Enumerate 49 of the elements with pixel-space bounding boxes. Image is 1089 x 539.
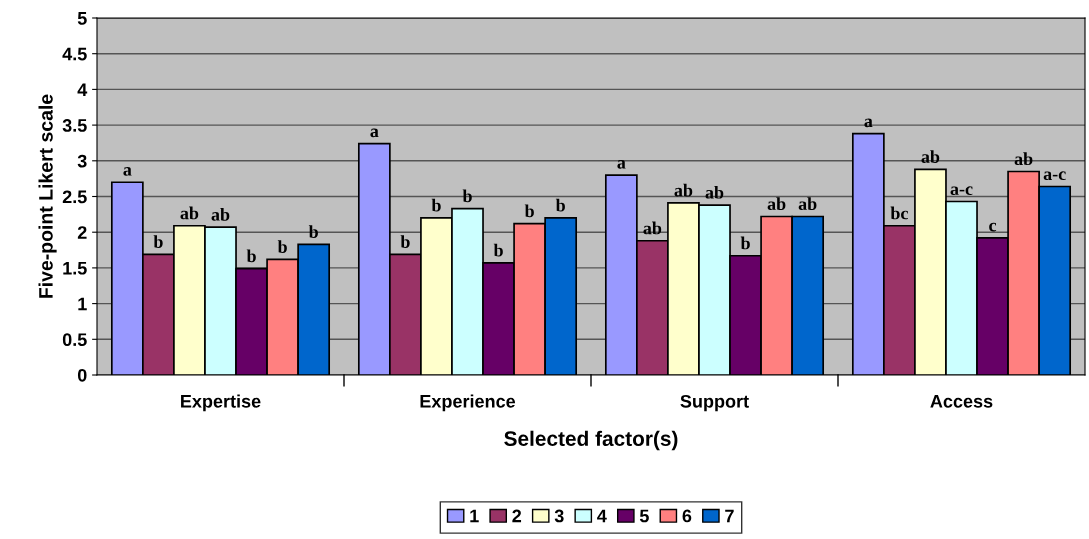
- data-label: b: [555, 198, 565, 212]
- y-tick-label: 2.5: [62, 190, 87, 204]
- data-label: a: [123, 167, 132, 176]
- data-label: bc: [890, 206, 908, 220]
- y-tick-label: 1: [78, 297, 87, 311]
- y-tick-label: 0.5: [62, 333, 87, 347]
- y-tick-label: 3: [77, 154, 87, 168]
- data-label: ab: [180, 206, 199, 220]
- legend-label: 2: [512, 509, 522, 523]
- data-label: a: [864, 118, 873, 128]
- data-label: ab: [674, 183, 693, 197]
- data-label: ab: [211, 208, 230, 221]
- y-tick-label: 3.5: [62, 119, 87, 132]
- data-label: b: [740, 236, 750, 250]
- x-tick-label: Expertise: [181, 394, 261, 412]
- y-axis-title: Five-point Likert scale: [38, 94, 57, 298]
- data-label: ab: [921, 150, 940, 163]
- data-label: b: [277, 240, 287, 253]
- x-tick-label: Experience: [420, 394, 516, 412]
- x-tick-label: Access: [930, 395, 993, 408]
- data-label: b: [246, 249, 256, 263]
- data-label: ab: [798, 197, 817, 211]
- legend-label: 7: [725, 509, 734, 523]
- data-label: ab: [705, 185, 724, 199]
- y-tick-label: 2: [77, 226, 87, 239]
- data-label: a: [617, 159, 626, 169]
- y-tick-label: 4: [77, 83, 88, 96]
- data-label: ab: [767, 197, 786, 211]
- data-label: a-c: [1043, 171, 1066, 181]
- y-tick-label: 4.5: [62, 47, 87, 61]
- data-label: b: [493, 243, 503, 257]
- legend-label: 5: [639, 509, 649, 523]
- y-tick-label: 0: [77, 368, 87, 382]
- legend-label: 4: [597, 509, 607, 523]
- x-axis-title: Selected factor(s): [504, 430, 678, 451]
- legend-label: 1: [470, 509, 479, 523]
- data-label: ab: [643, 221, 662, 235]
- data-label: a-c: [950, 186, 973, 196]
- y-tick-label: 5: [77, 12, 87, 25]
- data-label: b: [400, 235, 410, 248]
- data-label: b: [153, 235, 163, 248]
- legend-label: 3: [554, 509, 564, 523]
- data-label: b: [524, 204, 534, 218]
- x-tick-label: Support: [680, 394, 749, 412]
- data-label: c: [989, 222, 997, 232]
- data-label: a: [370, 128, 379, 138]
- y-tick-label: 1.5: [63, 262, 87, 275]
- legend-label: 6: [682, 509, 692, 523]
- data-label: b: [431, 198, 441, 212]
